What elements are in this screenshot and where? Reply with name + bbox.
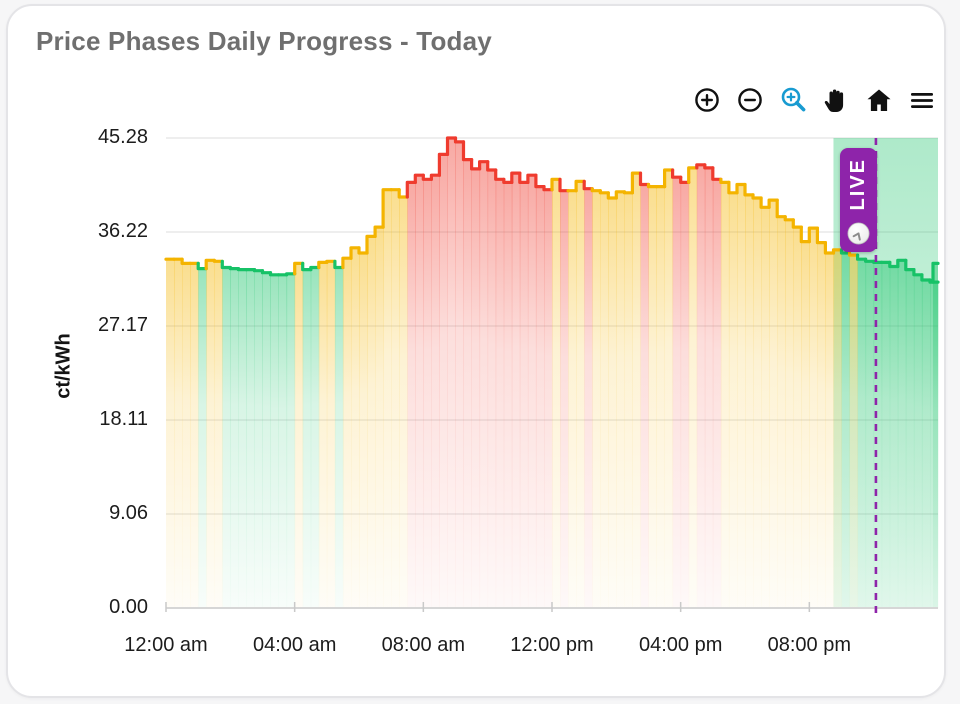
phase-fills — [166, 138, 939, 609]
chart-title: Price Phases Daily Progress - Today — [36, 26, 492, 56]
y-tick-label: 27.17 — [97, 313, 148, 336]
y-tick-label: 9.06 — [109, 501, 148, 524]
home-icon — [867, 89, 891, 111]
pan-button[interactable] — [822, 86, 850, 114]
home-button[interactable] — [865, 86, 893, 114]
y-axis-label: ct/kWh — [52, 333, 75, 399]
x-tick-label: 04:00 pm — [638, 634, 723, 656]
box-zoom-button[interactable] — [779, 86, 807, 114]
hamburger-icon — [911, 93, 933, 108]
zoom-out-button[interactable] — [736, 86, 764, 114]
x-axis — [165, 602, 938, 612]
plus-circle-icon — [695, 88, 719, 112]
hand-icon — [824, 89, 844, 112]
x-tick-label: 12:00 am — [124, 634, 208, 656]
magnifier-plus-icon — [781, 87, 806, 112]
x-tick-label: 04:00 am — [252, 634, 337, 656]
zoom-in-button[interactable] — [693, 86, 721, 114]
live-badge: LIVE — [839, 148, 877, 252]
live-badge-label: LIVE — [847, 158, 870, 211]
y-tick-label: 45.28 — [97, 126, 148, 148]
minus-circle-icon — [738, 88, 762, 112]
clock-icon — [847, 222, 870, 245]
chart-toolbar — [693, 86, 936, 114]
x-tick-label: 08:00 am — [381, 634, 466, 656]
x-tick-label: 08:00 pm — [767, 634, 852, 656]
y-tick-label: 0.00 — [109, 596, 148, 618]
y-tick-label: 18.11 — [99, 408, 148, 431]
y-tick-label: 36.22 — [97, 220, 148, 243]
x-tick-label: 12:00 pm — [510, 634, 594, 656]
price-step-line — [164, 136, 940, 284]
menu-button[interactable] — [908, 86, 936, 114]
